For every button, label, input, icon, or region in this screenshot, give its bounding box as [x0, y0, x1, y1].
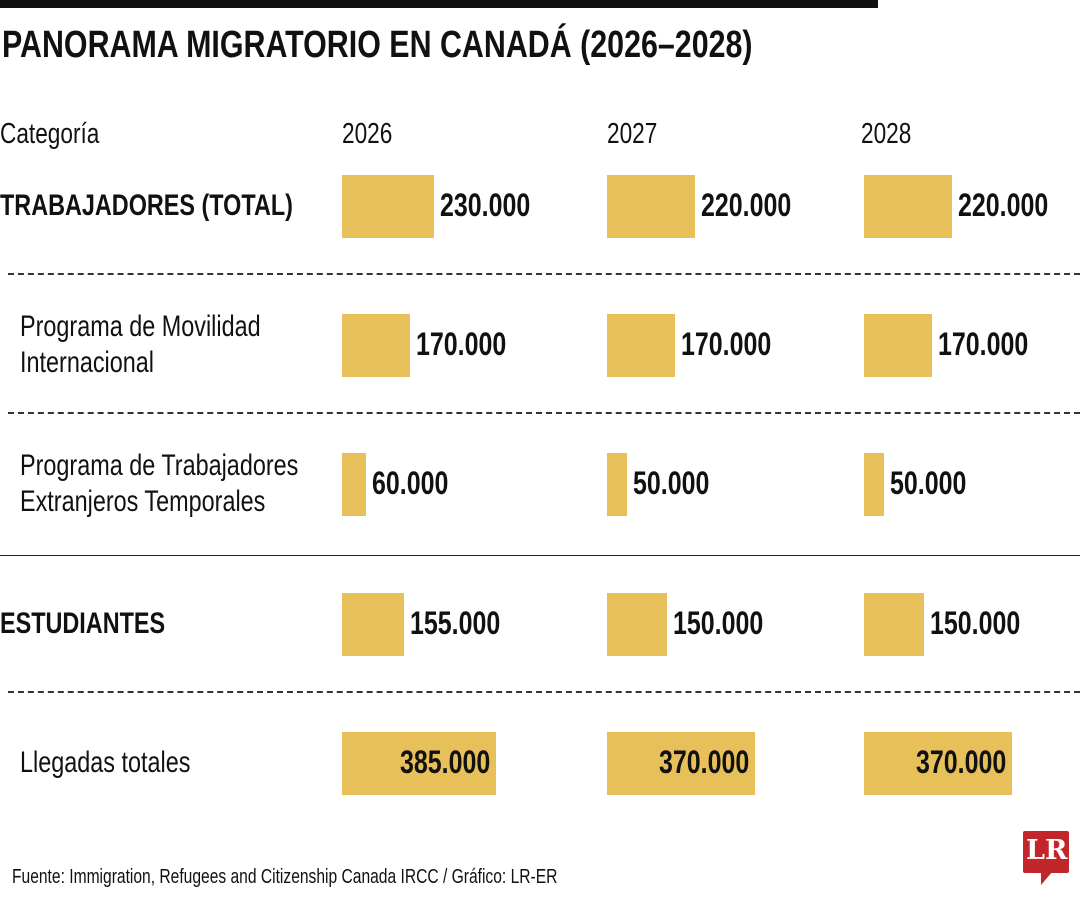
bar — [342, 732, 496, 795]
data-label: 170.000 — [416, 326, 507, 362]
data-label: 220.000 — [958, 187, 1049, 223]
row-label: Llegadas totales — [20, 746, 191, 779]
section-divider — [0, 555, 1080, 556]
data-label: 60.000 — [372, 465, 449, 501]
row-label: TRABAJADORES (TOTAL) — [0, 189, 293, 222]
data-label: 155.000 — [410, 605, 501, 641]
chart-title: PANORAMA MIGRATORIO EN CANADÁ (2026–2028… — [2, 24, 753, 66]
bar — [864, 175, 952, 238]
data-label: 370.000 — [658, 744, 749, 780]
bar — [607, 593, 667, 656]
bar — [342, 314, 410, 377]
source-note: Fuente: Immigration, Refugees and Citize… — [12, 866, 558, 888]
bar — [342, 593, 404, 656]
data-label: 50.000 — [890, 465, 967, 501]
bar — [864, 593, 924, 656]
column-header-year: 2027 — [607, 118, 658, 150]
lr-logo: LR — [1023, 831, 1069, 885]
row-label: Programa de Movilidad Internacional — [20, 310, 261, 379]
data-label: 220.000 — [701, 187, 792, 223]
data-label: 230.000 — [440, 187, 531, 223]
bar — [864, 732, 1012, 795]
dashed-divider — [8, 691, 1080, 693]
bar — [607, 175, 695, 238]
bar — [607, 314, 675, 377]
bar — [342, 175, 434, 238]
column-header-year: 2026 — [342, 118, 393, 150]
data-label: 150.000 — [930, 605, 1021, 641]
data-label: 50.000 — [633, 465, 710, 501]
column-header-category: Categoría — [0, 118, 100, 150]
bar — [342, 453, 366, 516]
data-label: 370.000 — [915, 744, 1006, 780]
column-header-year: 2028 — [861, 118, 912, 150]
data-label: 170.000 — [681, 326, 772, 362]
bar — [864, 453, 884, 516]
data-label: 385.000 — [399, 744, 490, 780]
bar — [607, 453, 627, 516]
row-label: Programa de Trabajadores Extranjeros Temp… — [20, 449, 299, 518]
row-label: ESTUDIANTES — [0, 607, 166, 640]
bar — [607, 732, 755, 795]
data-label: 150.000 — [673, 605, 764, 641]
dashed-divider — [8, 412, 1080, 414]
bar — [864, 314, 932, 377]
data-label: 170.000 — [938, 326, 1029, 362]
top-rule — [0, 0, 878, 8]
dashed-divider — [8, 273, 1080, 275]
